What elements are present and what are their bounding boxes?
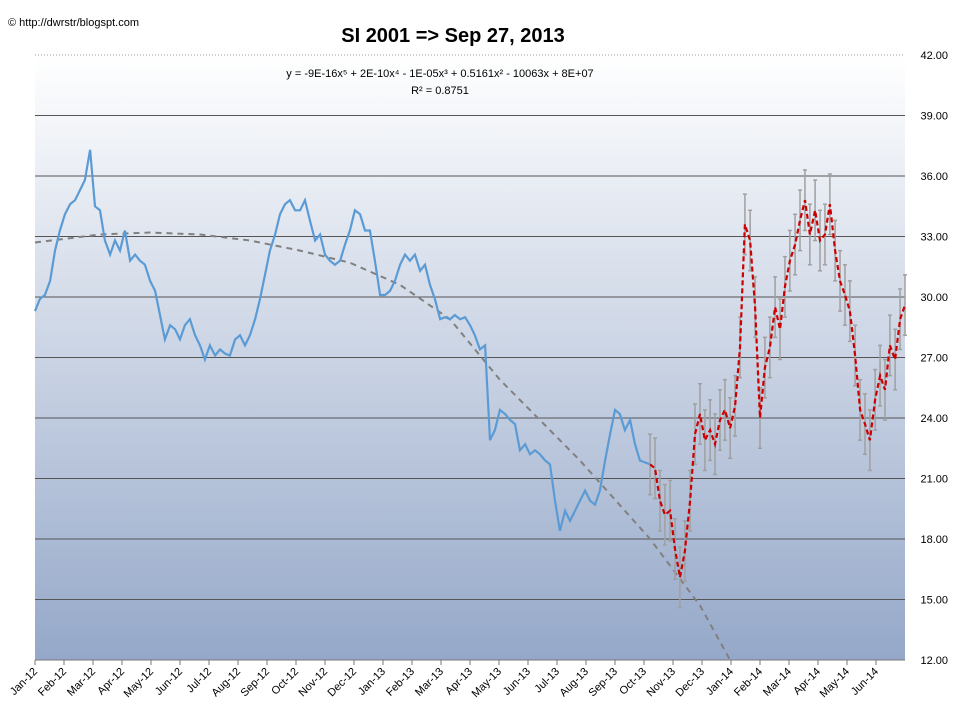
error-bar (813, 179, 818, 242)
y-tick-label: 12.00 (920, 655, 948, 667)
x-tick-label: Jan-14 (704, 666, 736, 698)
error-bar (893, 328, 898, 391)
error-bar (677, 546, 682, 609)
error-bar (657, 469, 662, 532)
x-tick-label: Sep-13 (587, 666, 621, 700)
x-tick-label: Oct-13 (617, 666, 649, 698)
x-tick-label: Jan-13 (356, 666, 388, 698)
x-tick-label: Oct-12 (269, 666, 301, 698)
x-tick-label: Nov-13 (645, 666, 679, 700)
error-bar (653, 437, 658, 500)
trendline (34, 231, 731, 661)
x-tick-label: Jun-13 (501, 666, 533, 698)
x-tick-label: Mar-12 (65, 666, 98, 699)
series-line (649, 199, 907, 578)
y-tick-label: 42.00 (920, 50, 948, 62)
chart-title: SI 2001 => Sep 27, 2013 (341, 25, 565, 47)
x-tick-label: Dec-12 (326, 666, 360, 700)
x-tick-label: May-13 (470, 666, 504, 700)
error-bar (903, 274, 907, 337)
y-tick-label: 15.00 (920, 595, 948, 607)
error-bar (648, 433, 653, 496)
x-tick-label: May-12 (122, 666, 156, 700)
error-bar (898, 288, 903, 351)
error-bar (662, 483, 667, 546)
x-tick-label: Jan-12 (8, 666, 40, 698)
y-tick-label: 39.00 (920, 111, 948, 123)
series-line (33, 149, 651, 532)
y-tick-label: 27.00 (920, 353, 948, 365)
x-tick-label: Sep-12 (239, 666, 273, 700)
x-tick-label: May-14 (818, 666, 852, 700)
x-tick-label: Feb-13 (384, 666, 417, 699)
x-tick-label: Jun-12 (153, 666, 185, 698)
y-tick-label: 36.00 (920, 171, 948, 183)
error-bar (842, 263, 847, 326)
x-tick-label: Jun-14 (849, 666, 881, 698)
error-bar (847, 280, 852, 343)
x-tick-label: Aug-12 (210, 666, 244, 700)
y-tick-label: 30.00 (920, 292, 948, 304)
y-tick-label: 33.00 (920, 232, 948, 244)
error-bar (722, 378, 727, 441)
error-bar (767, 316, 772, 379)
error-bar (773, 276, 778, 339)
error-bar (733, 374, 738, 437)
error-bar (778, 298, 783, 361)
y-tick-label: 18.00 (920, 534, 948, 546)
y-tick-label: 21.00 (920, 474, 948, 486)
r-squared: R² = 0.8751 (411, 85, 469, 97)
x-tick-label: Dec-13 (674, 666, 708, 700)
x-tick-label: Feb-12 (36, 666, 69, 699)
x-tick-label: Feb-14 (732, 666, 765, 699)
x-tick-label: Nov-12 (297, 666, 331, 700)
error-bar (702, 409, 707, 472)
error-bar (798, 189, 803, 252)
source: © http://dwrstr/blogspt.com (8, 17, 139, 29)
x-tick-label: Mar-14 (761, 666, 794, 699)
equation: y = -9E-16x⁵ + 2E-10x⁴ - 1E-05x³ + 0.516… (286, 68, 593, 80)
x-tick-label: Aug-13 (558, 666, 592, 700)
x-tick-label: Mar-13 (413, 666, 446, 699)
y-tick-label: 24.00 (920, 413, 948, 425)
